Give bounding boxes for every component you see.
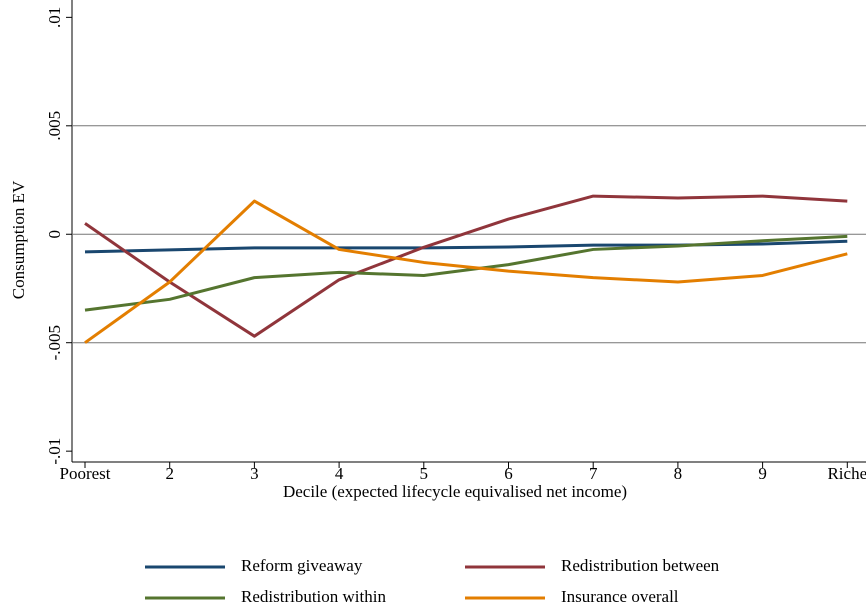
- y-axis-title: Consumption EV: [9, 180, 28, 299]
- legend-label: Insurance overall: [561, 587, 679, 606]
- legend-label: Reform giveaway: [241, 556, 363, 575]
- series-line: [84, 234, 848, 312]
- y-tick-label: -.01: [45, 438, 64, 465]
- x-tick-label: 4: [335, 464, 344, 483]
- x-tick-label: 8: [674, 464, 683, 483]
- y-tick-label: -.005: [45, 325, 64, 360]
- legend-label: Redistribution between: [561, 556, 720, 575]
- x-tick-label: 9: [758, 464, 767, 483]
- x-axis-title: Decile (expected lifecycle equivalised n…: [283, 482, 627, 501]
- x-tick-label: 5: [420, 464, 429, 483]
- x-tick-label: Riche: [827, 464, 866, 483]
- series-line: [84, 199, 848, 344]
- x-tick-label: 3: [250, 464, 259, 483]
- legend-label: Redistribution within: [241, 587, 386, 606]
- x-tick-label: 6: [504, 464, 513, 483]
- y-tick-label: .005: [45, 111, 64, 141]
- y-tick-label: .01: [45, 7, 64, 28]
- x-tick-label: 2: [165, 464, 174, 483]
- x-tick-label: 7: [589, 464, 598, 483]
- series-line: [84, 194, 848, 338]
- x-tick-label: Poorest: [60, 464, 111, 483]
- y-tick-label: 0: [45, 230, 64, 239]
